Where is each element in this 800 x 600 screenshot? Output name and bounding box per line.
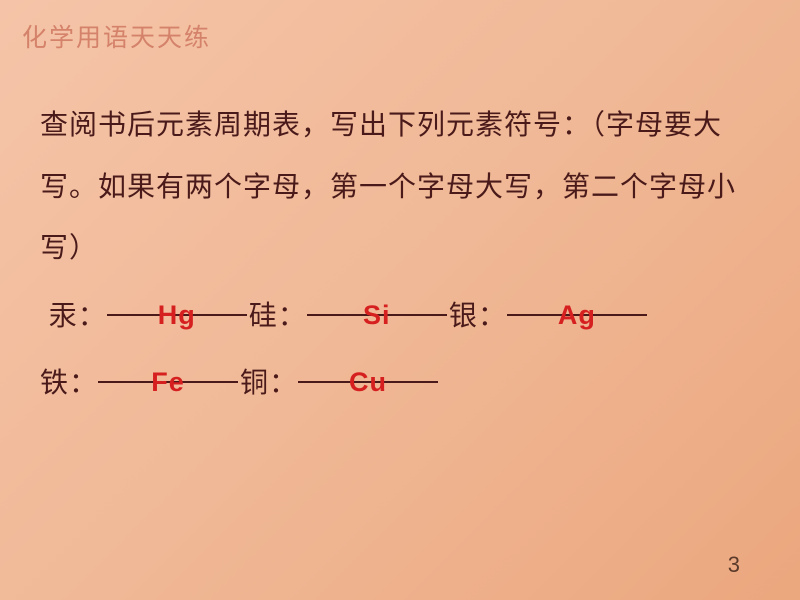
answer-mercury: Hg — [158, 300, 196, 330]
element-label-silicon: 硅： — [249, 285, 307, 347]
fill-row-1: 汞：Hg硅：Si银：Ag — [40, 285, 760, 347]
blank-silicon: Si — [307, 285, 447, 316]
header-title: 化学用语天天练 — [22, 18, 778, 54]
page-number: 3 — [728, 552, 740, 578]
header: 化学用语天天练 — [0, 0, 800, 54]
blank-mercury: Hg — [107, 285, 247, 316]
content: 查阅书后元素周期表，写出下列元素符号：（字母要大写。如果有两个字母，第一个字母大… — [0, 54, 800, 414]
blank-iron: Fe — [98, 352, 238, 383]
answer-iron: Fe — [151, 367, 185, 397]
answer-silicon: Si — [363, 300, 391, 330]
element-label-copper: 铜： — [240, 352, 298, 414]
element-label-iron: 铁： — [40, 352, 98, 414]
fill-row-2: 铁：Fe铜：Cu — [40, 352, 760, 414]
element-label-silver: 银： — [449, 285, 507, 347]
answer-copper: Cu — [349, 367, 387, 397]
blank-copper: Cu — [298, 352, 438, 383]
element-label-mercury: 汞： — [49, 285, 107, 347]
instruction-text: 查阅书后元素周期表，写出下列元素符号：（字母要大写。如果有两个字母，第一个字母大… — [40, 94, 760, 279]
answer-silver: Ag — [558, 300, 596, 330]
blank-silver: Ag — [507, 285, 647, 316]
